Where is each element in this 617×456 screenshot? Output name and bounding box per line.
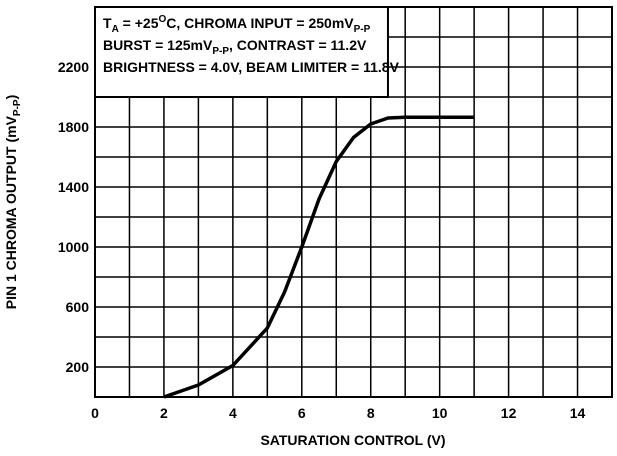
text-part: BRIGHTNESS = 4.0V, BEAM LIMITER = 11.8V: [103, 59, 400, 75]
text-part: T: [103, 15, 112, 31]
annotation: TA = +25OC, CHROMA INPUT = 250mVP-P: [103, 14, 371, 35]
x-tick-label: 10: [432, 405, 448, 421]
x-tick-label: 6: [298, 405, 306, 421]
x-tick-label: 14: [570, 405, 586, 421]
y-axis-label: PIN 1 CHROMA OUTPUT (mVP-P): [3, 95, 23, 310]
x-tick-label: 4: [229, 405, 237, 421]
annotation: BRIGHTNESS = 4.0V, BEAM LIMITER = 11.8V: [103, 59, 400, 75]
annotation: BURST = 125mVP-P, CONTRAST = 11.2V: [103, 37, 367, 57]
text-part: A: [112, 24, 119, 35]
y-tick-label: 600: [66, 299, 90, 315]
text-part: , CONTRAST = 11.2V: [229, 37, 367, 53]
line: [163, 115, 475, 399]
text-part: ): [3, 95, 19, 100]
x-tick-label: 2: [160, 405, 168, 421]
y-tick-label: 1000: [58, 239, 89, 255]
x-tick-label: 0: [91, 405, 99, 421]
text-part: BURST = 125mV: [103, 37, 213, 53]
text-part: P-P: [212, 46, 229, 57]
text-part: C, CHROMA INPUT = 250mV: [166, 15, 354, 31]
y-tick-label: 2200: [58, 59, 89, 75]
text-part: P-P: [12, 99, 23, 116]
y-tick-label: 1400: [58, 179, 89, 195]
text-part: = +25: [119, 15, 159, 31]
text-part: O: [159, 14, 167, 25]
x-tick-label: 8: [367, 405, 375, 421]
annotation-box: [94, 6, 389, 98]
text-part: PIN 1 CHROMA OUTPUT (mV: [3, 115, 19, 309]
y-tick-label: 200: [66, 359, 90, 375]
x-tick-label: 12: [501, 405, 517, 421]
x-axis-label: SATURATION CONTROL (V): [260, 432, 445, 448]
y-tick-label: 1800: [58, 119, 89, 135]
text-part: P-P: [354, 24, 371, 35]
